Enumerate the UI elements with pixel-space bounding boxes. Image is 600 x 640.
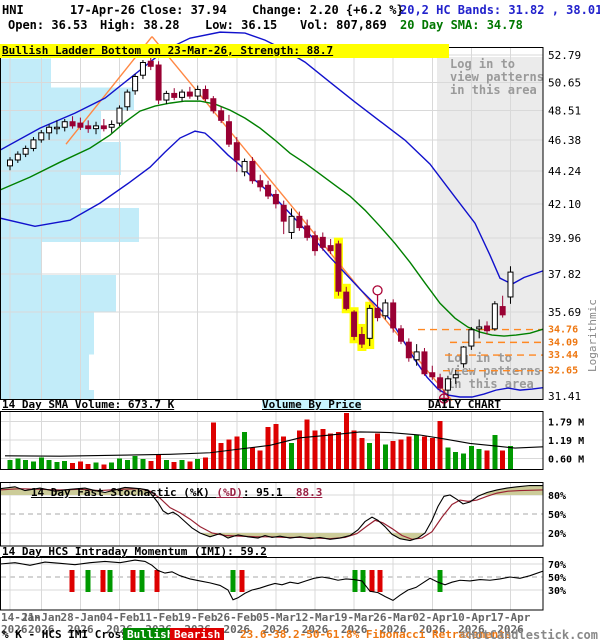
date-tick-label: 2026 <box>302 623 329 636</box>
price-tick-label: 42.10 <box>548 198 581 211</box>
volume-tick-label: 1.19 M <box>548 436 584 447</box>
patterns-overlay-box <box>437 57 543 399</box>
date-tick-label: 19-Feb <box>178 611 218 624</box>
quote-volume: Vol: 807,869 <box>300 18 387 32</box>
date-tick-label: 17-Apr <box>491 611 531 624</box>
stochastic-panel-title: 14 Day Fast Stochastic (%K) (%D): 95.1 8… <box>2 471 322 513</box>
stochastic-d-value: 88.3 <box>295 486 323 499</box>
price-tick-label: 52.79 <box>548 49 581 62</box>
date-tick-label: 2026 <box>419 623 446 636</box>
fibonacci-level-label: 33.44 <box>548 350 578 361</box>
price-tick-label: 50.65 <box>548 76 581 89</box>
price-tick-label: 46.38 <box>548 134 581 147</box>
stochastic-tick-label: 50% <box>548 510 566 521</box>
pattern-markers <box>372 285 450 408</box>
imi-tick-label: 30% <box>548 586 566 597</box>
bearish-badge: Bearish <box>170 628 225 640</box>
login-to-view-patterns-link[interactable]: Log in to <box>450 57 515 71</box>
date-tick-label: 21-Jan <box>21 611 61 624</box>
candles <box>7 55 514 397</box>
stochastic-tick-label: 20% <box>548 529 566 540</box>
volume-tick-label: 0.60 M <box>548 454 584 465</box>
quote-change: Change: 2.20 {+6.2 %} <box>252 3 404 17</box>
fibonacci-legend-label: 23.6-38.2-50-61.8% Fibonacci Retracement… <box>240 628 512 640</box>
log-scale-label: Logarithmic <box>586 299 599 372</box>
volume-by-price-link[interactable]: Volume By Price <box>262 398 362 411</box>
date-tick-label: 10-Apr <box>452 611 492 624</box>
stochastic-k-label: 14 Day Fast Stochastic (%K) <box>30 486 217 499</box>
login-to-view-patterns-link[interactable]: view patterns <box>450 70 544 84</box>
date-tick-label: 2026 <box>28 623 55 636</box>
date-tick-label: 2026 <box>263 623 290 636</box>
quote-open: Open: 36.53 <box>8 18 88 32</box>
price-tick-label: 39.96 <box>548 232 581 245</box>
imi-tick-label: 50% <box>548 573 566 584</box>
date-tick-label: 28-Jan <box>61 611 101 624</box>
bullish-badge: Bullish <box>123 628 178 640</box>
login-to-view-patterns-link[interactable]: Log in to <box>447 351 512 365</box>
date-tick-label: 14-Jan <box>1 611 41 624</box>
price-tick-label: 37.82 <box>548 268 581 281</box>
stochastic-plot <box>0 484 544 542</box>
volume-tick-label: 1.79 M <box>548 417 584 428</box>
copyright-link[interactable]: ©HotCandlestick.com <box>460 628 598 640</box>
date-tick-label: 04-Feb <box>100 611 140 624</box>
quote-high: High: 38.28 <box>100 18 180 32</box>
stochastic-k-value: : 95.1 <box>242 486 296 499</box>
price-tick-label: 44.24 <box>548 165 581 178</box>
date-tick-label: 26-Feb <box>217 611 257 624</box>
date-tick-label: 2026 <box>224 623 251 636</box>
daily-chart-link[interactable]: DAILY CHART <box>428 398 501 411</box>
imi-plot <box>0 559 544 602</box>
quote-low: Low: 36.15 <box>205 18 278 32</box>
date-tick-label: 12-Mar <box>295 611 335 624</box>
date-tick-label: 05-Mar <box>256 611 296 624</box>
quote-date: 17-Apr-26 <box>70 3 136 17</box>
fibonacci-level-label: 34.76 <box>548 325 578 336</box>
date-tick-label: 26-Mar <box>373 611 413 624</box>
fibonacci-level-label: 34.09 <box>548 337 578 348</box>
price-tick-label: 31.41 <box>548 390 581 403</box>
date-tick-label: 2026 <box>380 623 407 636</box>
volume-bars <box>4 413 544 469</box>
pattern-banner[interactable]: Bullish Ladder Bottom on 23-Mar-26, Stre… <box>0 44 449 58</box>
date-tick-label: 2026 <box>1 623 28 636</box>
date-tick-label: 11-Feb <box>139 611 179 624</box>
ticker-symbol: HNI <box>2 3 24 17</box>
date-tick-label: 2026 <box>67 623 94 636</box>
volume-panel-title: 14 Day SMA Volume: 673.7 K <box>2 398 175 411</box>
price-tick-label: 35.69 <box>548 306 581 319</box>
stochastic-tick-label: 80% <box>548 491 566 502</box>
date-tick-label: 19-Mar <box>334 611 374 624</box>
login-to-view-patterns-link[interactable]: in this area <box>447 377 534 391</box>
hc-bands-value: 20,2 HC Bands: 31.82 , 38.01 <box>400 3 600 17</box>
imi-panel-title: 14 Day HCS Intraday Momentum (IMI): 59.2 <box>2 545 267 558</box>
date-tick-label: 2026 <box>341 623 368 636</box>
date-tick-label: 2026 <box>497 623 524 636</box>
sma-value: 20 Day SMA: 34.78 <box>400 18 523 32</box>
imi-tick-label: 70% <box>548 560 566 571</box>
fibonacci-level-label: 32.65 <box>548 366 578 377</box>
price-tick-label: 48.51 <box>548 105 581 118</box>
date-tick-label: 02-Apr <box>412 611 452 624</box>
date-tick-label: 2026 <box>458 623 485 636</box>
quote-close: Close: 37.94 <box>140 3 227 17</box>
login-to-view-patterns-link[interactable]: in this area <box>450 83 537 97</box>
footer-legend: % K - HCS IMI Crossover, Bullish Bearish… <box>0 628 600 640</box>
stochastic-d-label: (%D) <box>216 486 243 499</box>
